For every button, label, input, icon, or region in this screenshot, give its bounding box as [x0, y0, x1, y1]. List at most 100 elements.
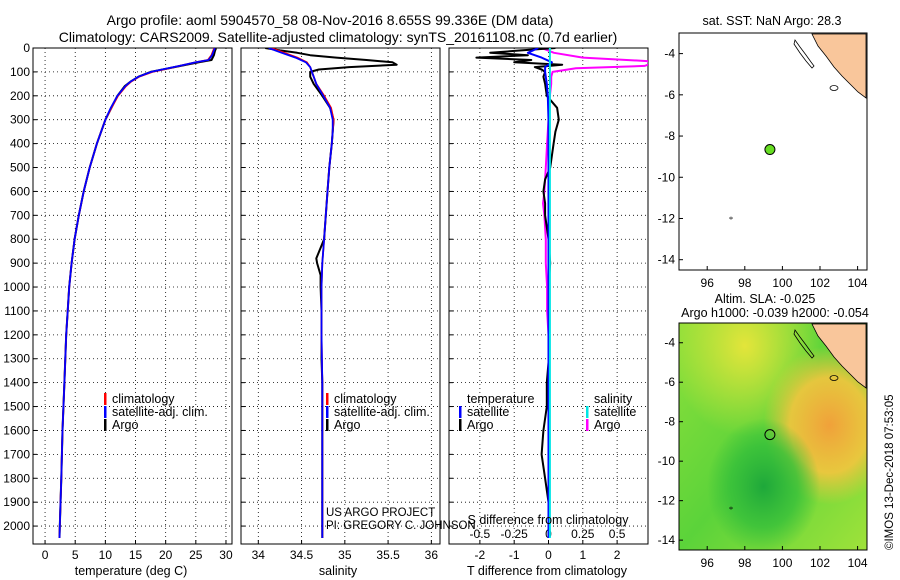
map-y-tick-label: -4: [664, 336, 675, 350]
sumatra-land: [811, 323, 867, 389]
depth-tick-label: 1000: [3, 280, 30, 294]
difference-legend-temperature: temperature satellite Argo: [459, 392, 534, 432]
legend-s-satellite: satellite: [594, 405, 636, 419]
map-y-tick-label: -4: [664, 47, 675, 61]
legend-climatology: climatology: [334, 392, 397, 406]
legend-swatch-climatology: [326, 393, 329, 405]
map2-points: [764, 429, 776, 441]
salinity-legend: climatology satellite-adj. clim. Argo: [326, 392, 430, 432]
difference-legend-salinity: salinity satellite Argo: [586, 392, 636, 432]
temperature-grid: [33, 47, 232, 544]
argo-location-marker: [764, 144, 776, 156]
map-y-tick-label: -14: [658, 253, 676, 267]
depth-tick-label: 400: [10, 137, 30, 151]
depth-tick-label: 1700: [3, 447, 30, 461]
map2-sla-field: [679, 323, 867, 550]
map2-land: [729, 323, 867, 510]
legend-swatch-satellite: [326, 406, 329, 418]
x-tick-label: 20: [159, 548, 173, 562]
depth-tick-label: 300: [10, 113, 30, 127]
t-difference-tick-labels: -2 -1 0 1 2: [475, 548, 621, 562]
figure-title-line1: Argo profile: aoml 5904570_58 08-Nov-201…: [107, 12, 554, 28]
x-tick-label: 36: [425, 548, 439, 562]
island-chain: [793, 39, 815, 69]
series-line-satellite-adj-clim-: [268, 48, 334, 538]
depth-tick-labels: 0 100 200 300 400 500 600 700 800 900 1000 1100 1200…: [3, 41, 30, 533]
map-y-tick-label: -14: [658, 533, 676, 547]
map-x-tick-label: 96: [701, 556, 715, 570]
salinity-xlabel: salinity: [319, 564, 358, 578]
depth-tick-label: 1100: [4, 304, 30, 318]
s-x-tick-label: 0.5: [609, 527, 626, 541]
map-y-tick-label: -8: [664, 129, 675, 143]
x-tick-label: -2: [475, 548, 486, 562]
depth-tick-label: 900: [10, 256, 30, 270]
t-difference-xlabel: T difference from climatology: [467, 564, 628, 578]
s-difference-xlabel: S difference from climatology: [468, 513, 630, 527]
legend-s-argo: Argo: [594, 418, 620, 432]
x-tick-label: 10: [99, 548, 113, 562]
sumatra-land: [811, 33, 867, 99]
x-tick-label: 34.5: [290, 548, 314, 562]
map-x-tick-label: 96: [701, 276, 715, 290]
depth-tick-label: 0: [23, 41, 30, 55]
map-y-tick-label: -6: [664, 88, 675, 102]
map1-land: [729, 33, 867, 220]
legend-t-satellite: satellite: [467, 405, 509, 419]
island: [829, 375, 839, 381]
island: [829, 85, 839, 91]
x-tick-label: 15: [129, 548, 143, 562]
map-x-tick-label: 104: [848, 556, 868, 570]
depth-tick-label: 1400: [3, 376, 30, 390]
depth-tick-label: 1900: [3, 495, 30, 509]
depth-tick-label: 200: [10, 89, 30, 103]
legend-t-argo: Argo: [467, 418, 493, 432]
legend-temperature-heading: temperature: [467, 392, 534, 406]
legend-argo: Argo: [112, 418, 138, 432]
map1-title: sat. SST: NaN Argo: 28.3: [703, 14, 842, 28]
map-x-tick-label: 98: [738, 276, 752, 290]
depth-tick-label: 1600: [3, 423, 30, 437]
depth-tick-label: 600: [10, 184, 30, 198]
depth-tick-label: 800: [10, 232, 30, 246]
map-x-tick-label: 104: [848, 276, 868, 290]
island-chain: [793, 329, 815, 359]
map2-title-line2: Argo h1000: -0.039 h2000: -0.054: [681, 306, 869, 320]
depth-tick-label: 1800: [3, 471, 30, 485]
salinity-axes: [240, 47, 441, 545]
difference-lines: [475, 48, 648, 538]
map-x-tick-label: 100: [772, 556, 792, 570]
depth-tick-label: 100: [10, 65, 30, 79]
s-x-tick-label: 0.25: [571, 527, 595, 541]
depth-tick-label: 1300: [3, 352, 30, 366]
legend-swatch-climatology: [104, 393, 107, 405]
map1-points: [764, 144, 776, 156]
legend-salinity-heading: salinity: [594, 392, 633, 406]
x-tick-label: 35.5: [376, 548, 400, 562]
map-x-tick-label: 100: [772, 276, 792, 290]
sla-green-region: [679, 323, 867, 550]
legend-swatch-argo: [326, 419, 329, 431]
x-tick-label: 35: [338, 548, 352, 562]
map-x-tick-label: 102: [810, 276, 830, 290]
legend-swatch-argo: [104, 419, 107, 431]
legend-swatch-s-satellite: [586, 406, 589, 418]
map2-title-line1: Altim. SLA: -0.025: [715, 292, 816, 306]
legend-swatch-s-argo: [586, 419, 589, 431]
x-tick-label: 34: [252, 548, 266, 562]
series-line-t-satellite: [526, 48, 553, 538]
legend-swatch-argo: [459, 419, 462, 431]
series-line-t-argo: [475, 48, 564, 538]
x-tick-label: 1: [579, 548, 586, 562]
x-tick-label: 0: [545, 548, 552, 562]
map2-tick-labels: 96 98 100 102 104 -4 -6 -8 -10 -12 -14: [658, 336, 868, 570]
depth-tick-label: 1500: [3, 400, 30, 414]
salinity-tick-labels: 34 34.5 35 35.5 36: [252, 548, 439, 562]
project-credit: US ARGO PROJECT: [326, 507, 435, 519]
map-y-tick-label: -6: [664, 375, 675, 389]
map1-tick-labels: 96 98 100 102 104 -4 -6 -8 -10 -12 -14: [658, 47, 868, 290]
island-small: [729, 216, 733, 220]
x-tick-label: 25: [189, 548, 203, 562]
legend-satellite: satellite-adj. clim.: [112, 405, 208, 419]
legend-climatology: climatology: [112, 392, 175, 406]
